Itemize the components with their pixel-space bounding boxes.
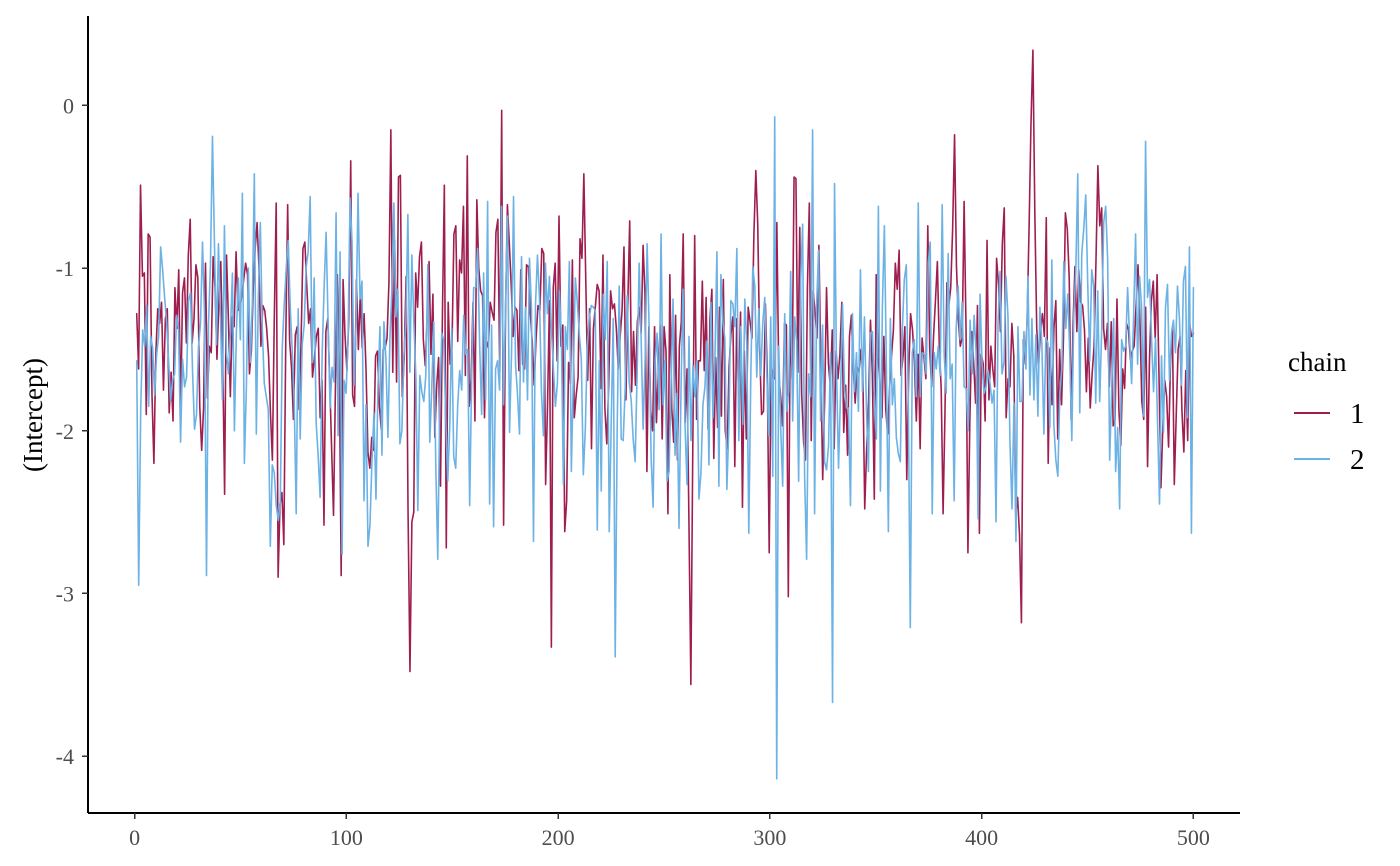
legend-title: chain (1288, 347, 1347, 377)
y-tick-label: -2 (56, 419, 74, 444)
trace-layer (135, 49, 1195, 780)
series-line-chain-2 (135, 116, 1195, 780)
y-tick-label: 0 (63, 93, 74, 118)
x-tick-label: 500 (1177, 825, 1210, 850)
x-tick-label: 400 (965, 825, 998, 850)
legend-label-chain-1: 1 (1350, 398, 1365, 430)
y-tick-layer: 0 -1 -2 -3 -4 (56, 93, 88, 769)
x-tick-label: 100 (330, 825, 363, 850)
legend: chain 12 (1288, 347, 1365, 476)
y-tick-label: -3 (56, 581, 74, 606)
legend-items: 12 (1294, 398, 1365, 476)
y-tick-label: -4 (56, 744, 74, 769)
legend-label-chain-2: 2 (1350, 444, 1365, 476)
x-tick-label: 200 (542, 825, 575, 850)
series-line-chain-1 (135, 49, 1195, 686)
x-tick-label: 0 (129, 825, 140, 850)
y-axis-title: (Intercept) (18, 358, 48, 472)
axis-layer (87, 16, 1240, 814)
x-tick-layer: 0 100 200 300 400 500 (129, 813, 1210, 850)
x-tick-label: 300 (753, 825, 786, 850)
y-tick-label: -1 (56, 256, 74, 281)
